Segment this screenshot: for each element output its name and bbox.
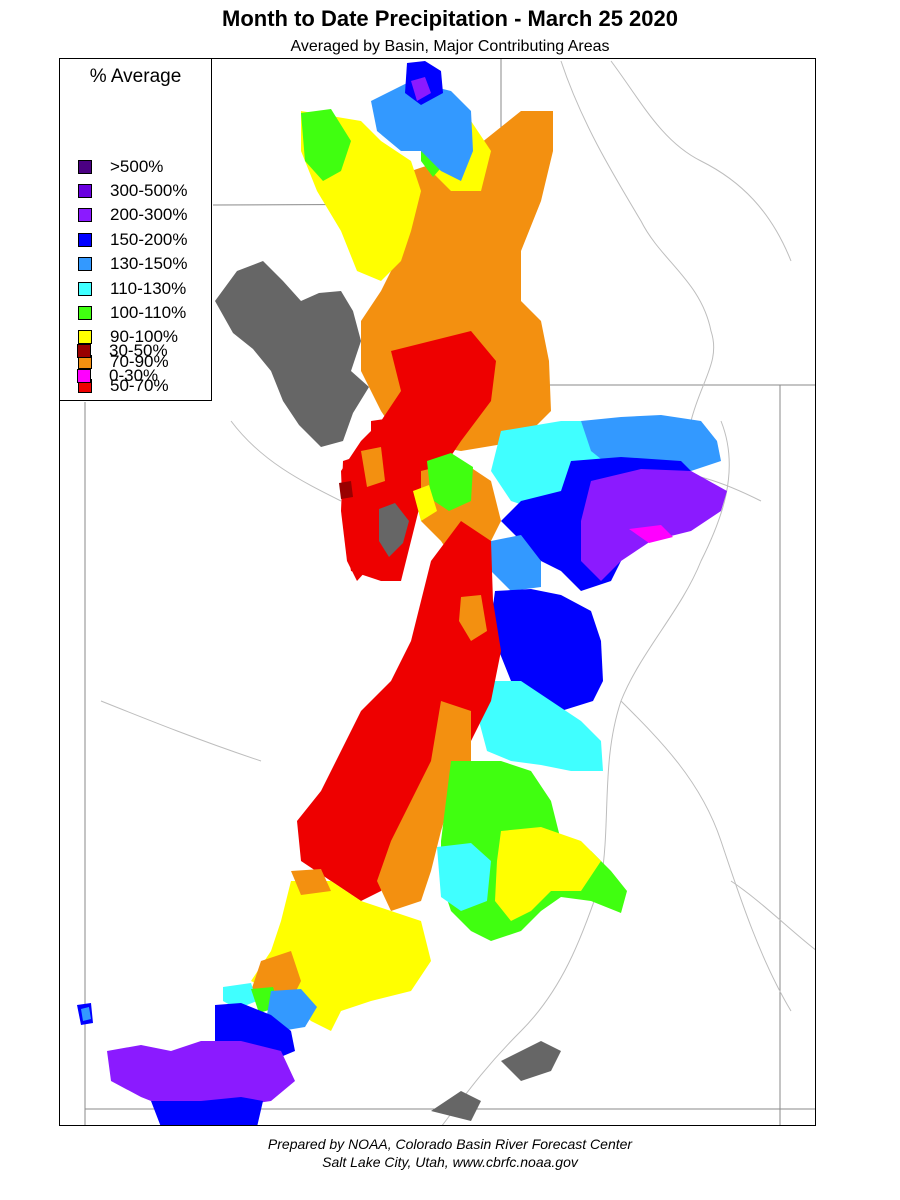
legend-title: % Average (89, 66, 182, 87)
legend-swatch (78, 330, 92, 344)
legend-label: 150-200% (110, 230, 188, 249)
legend-label: 110-130% (110, 279, 187, 298)
legend-label: 90-100% (110, 327, 179, 346)
legend-swatch (78, 208, 92, 222)
legend-item: 100-110% (78, 303, 186, 323)
legend-label: 300-500% (110, 181, 188, 200)
legend-label: 0-30% (109, 366, 159, 385)
map-area (59, 58, 816, 1126)
legend-label: 200-300% (110, 205, 188, 224)
legend-label: 70-90% (110, 352, 169, 371)
legend-item: 200-300% (78, 205, 188, 225)
legend-label: 130-150% (110, 254, 188, 273)
legend-item: 110-130% (78, 279, 186, 299)
map-legend: % Average >500% 300-500% 200-300% 150-20… (59, 58, 212, 401)
legend-label: >500% (110, 157, 164, 176)
legend-item: >500% (78, 157, 163, 177)
legend-swatch (77, 369, 91, 383)
legend-item: 300-500% (78, 181, 188, 201)
legend-item: 130-150% (78, 254, 188, 274)
legend-item: 150-200% (78, 230, 188, 250)
legend-swatch (78, 257, 92, 271)
legend-swatch (78, 233, 92, 247)
legend-item: 90-100% (78, 327, 178, 347)
legend-swatch (78, 306, 92, 320)
legend-swatch (78, 282, 92, 296)
legend-swatch (78, 160, 92, 174)
legend-label: 100-110% (110, 303, 187, 322)
legend-item: 0-30% (77, 366, 158, 386)
footer-location: Salt Lake City, Utah, www.cbrfc.noaa.gov (322, 1154, 578, 1170)
legend-item: 70-90% (78, 352, 169, 372)
legend-item: 30-50% (77, 341, 168, 361)
precipitation-map (77, 59, 815, 1125)
map-title: Month to Date Precipitation - March 25 2… (222, 6, 678, 31)
legend-label: 50-70% (110, 376, 169, 395)
map-subtitle: Averaged by Basin, Major Contributing Ar… (290, 38, 610, 55)
legend-label: 30-50% (109, 341, 168, 360)
legend-swatch (77, 344, 91, 358)
footer-credit: Prepared by NOAA, Colorado Basin River F… (267, 1136, 633, 1152)
basin-regions (77, 61, 727, 1125)
legend-swatch (78, 184, 92, 198)
